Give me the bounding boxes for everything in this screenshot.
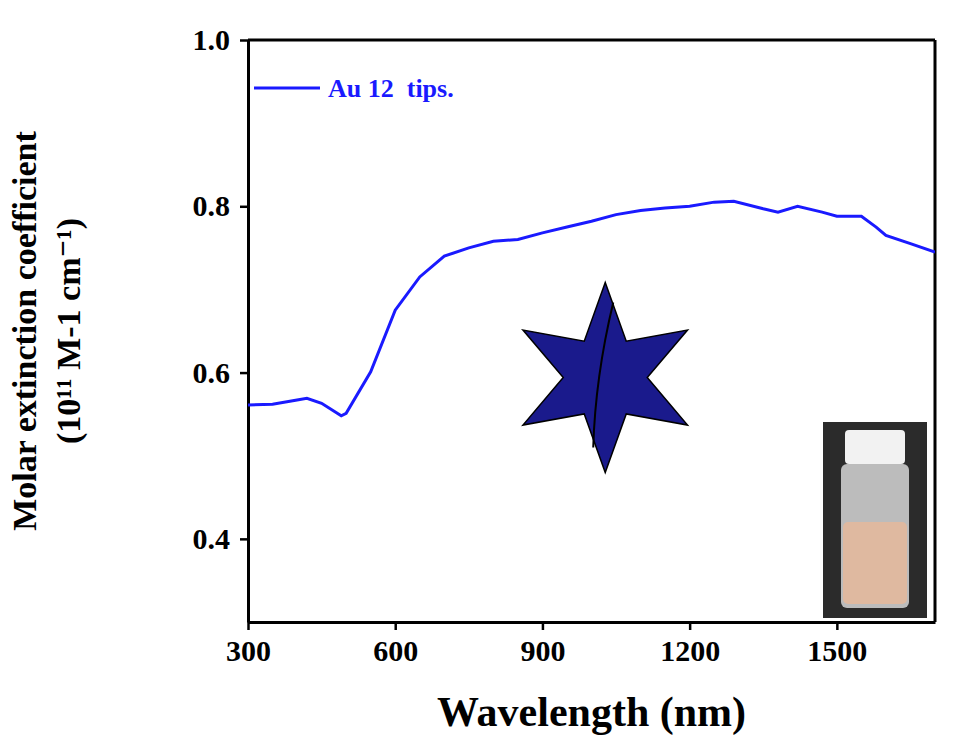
y-tick: 0.8 (193, 189, 249, 222)
x-tick: 300 (226, 622, 271, 667)
vial-cap (845, 430, 905, 464)
vial-photo-bg (823, 422, 927, 618)
y-tick-label: 0.4 (193, 522, 231, 555)
x-tick: 1500 (807, 622, 867, 667)
x-tick-label: 900 (520, 634, 565, 667)
x-tick: 900 (520, 622, 565, 667)
chart: 300 600 900 1200 1500 0.4 0.6 0.8 1.0 Au 12 tips.… (0, 0, 953, 740)
x-axis: 300 600 900 1200 1500 (226, 622, 936, 667)
x-tick-mark (394, 622, 397, 630)
y-tick: 1.0 (193, 23, 249, 56)
vial-liquid (843, 522, 907, 604)
plot: 300 600 900 1200 1500 0.4 0.6 0.8 1.0 Au 12 tips. (193, 23, 936, 667)
x-axis-title: Wavelength (nm) (437, 689, 746, 736)
vial-glass (841, 464, 909, 608)
x-tick-label: 1500 (807, 634, 867, 667)
decoration (523, 283, 927, 618)
y-tick: 0.4 (193, 522, 249, 555)
x-tick-mark (836, 622, 839, 630)
x-tick-mark (542, 622, 545, 630)
y-tick-label: 0.6 (193, 356, 231, 389)
x-axis-line (249, 621, 936, 624)
x-tick: 1200 (660, 622, 720, 667)
x-tick-label: 1200 (660, 634, 720, 667)
legend-swatch (254, 87, 320, 90)
y-tick-mark (240, 39, 248, 42)
frame-right (934, 40, 937, 622)
particle-icon (523, 283, 688, 473)
y-tick-mark (240, 206, 248, 209)
x-tick-mark (247, 622, 250, 630)
y-axis-title-line: (10¹¹ M-1 cm⁻¹) (50, 218, 88, 444)
x-tick-label: 600 (373, 634, 418, 667)
legend: Au 12 tips. (254, 74, 454, 103)
y-axis: 0.4 0.6 0.8 1.0 (193, 23, 249, 622)
y-tick-mark (240, 372, 248, 375)
series-line (248, 201, 935, 416)
y-tick: 0.6 (193, 356, 249, 389)
y-axis-title: Molar extinction coefficient(10¹¹ M-1 cm… (6, 130, 88, 530)
x-tick: 600 (373, 622, 418, 667)
y-tick-mark (240, 538, 248, 541)
particle-icon-edge (593, 303, 613, 448)
y-tick-label: 0.8 (193, 189, 231, 222)
series-group (248, 201, 935, 416)
x-tick-label: 300 (226, 634, 271, 667)
legend-label: Au 12 tips. (328, 74, 454, 103)
frame-top (248, 39, 935, 42)
y-axis-line (247, 41, 250, 623)
x-tick-mark (689, 622, 692, 630)
y-axis-title-line: Molar extinction coefficient (6, 130, 43, 530)
y-tick-label: 1.0 (193, 23, 231, 56)
